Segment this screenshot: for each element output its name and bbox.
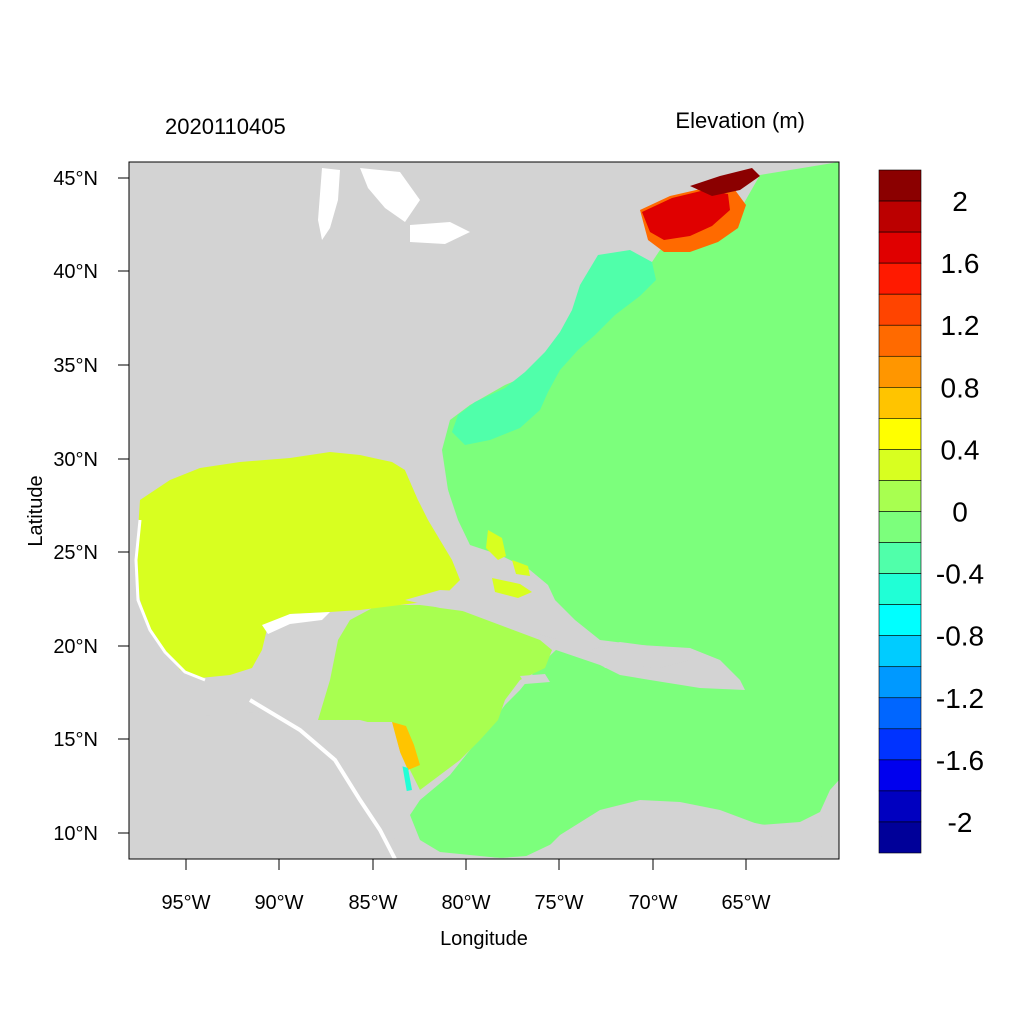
colorbar-swatch bbox=[878, 511, 922, 543]
lat-tick-label: 15°N bbox=[53, 729, 98, 751]
colorbar-swatch bbox=[878, 387, 922, 419]
jamaica bbox=[520, 674, 550, 684]
colorbar-swatch bbox=[878, 666, 922, 699]
western-caribbean bbox=[318, 605, 552, 790]
colorbar-tick-label: 0.4 bbox=[941, 434, 980, 465]
colorbar-swatch bbox=[878, 759, 922, 792]
colorbar-swatch bbox=[878, 573, 922, 605]
lat-tick-label: 35°N bbox=[53, 355, 98, 377]
yucatan-coast bbox=[262, 612, 330, 634]
lon-tick-label: 70°W bbox=[628, 892, 677, 914]
latitude-axis: 45°N 40°N 35°N 30°N 25°N 20°N 15°N 10°N bbox=[53, 168, 129, 845]
colorbar-swatch bbox=[878, 697, 922, 730]
puerto-rico bbox=[708, 678, 736, 688]
colorbar-swatch bbox=[878, 635, 922, 668]
colorbar-tick-label: -1.6 bbox=[936, 745, 984, 776]
hispaniola bbox=[590, 642, 690, 668]
colorbar-swatch bbox=[878, 480, 922, 512]
colorbar-tick-label: 1.2 bbox=[941, 310, 980, 341]
continental-shelf bbox=[452, 250, 656, 445]
gulf-of-mexico bbox=[135, 452, 460, 678]
cuba bbox=[405, 590, 575, 640]
colorbar-tick-label: 0 bbox=[952, 497, 968, 528]
y-axis-title: Latitude bbox=[25, 475, 47, 546]
colorbar-legend bbox=[878, 169, 922, 854]
lon-tick-label: 85°W bbox=[348, 892, 397, 914]
mexico-coast bbox=[134, 519, 206, 682]
lat-tick-label: 20°N bbox=[53, 636, 98, 658]
atlantic-ocean bbox=[410, 162, 839, 858]
colorbar-swatch bbox=[878, 324, 922, 357]
lon-tick-label: 65°W bbox=[721, 892, 770, 914]
longitude-axis: 95°W 90°W 85°W 80°W 75°W 70°W 65°W bbox=[161, 859, 771, 914]
colorbar-swatch bbox=[878, 231, 922, 264]
colorbar-swatch bbox=[878, 449, 922, 481]
colorbar-tick-label: -2 bbox=[948, 807, 973, 838]
x-axis-title: Longitude bbox=[440, 928, 528, 950]
colorbar-swatch bbox=[878, 169, 922, 202]
lon-tick-label: 75°W bbox=[534, 892, 583, 914]
lat-tick-label: 30°N bbox=[53, 449, 98, 471]
map-variable-title: Elevation (m) bbox=[675, 108, 805, 133]
lon-tick-label: 90°W bbox=[254, 892, 303, 914]
gulf-of-maine-surge-core bbox=[642, 190, 730, 240]
central-america bbox=[129, 712, 410, 859]
florida-peninsula bbox=[405, 465, 458, 552]
colorbar-swatch bbox=[878, 293, 922, 326]
map-frame bbox=[128, 161, 840, 860]
map-timestamp-title: 2020110405 bbox=[165, 114, 286, 139]
colorbar-tick-label: -1.2 bbox=[936, 683, 984, 714]
colorbar-tick-label: 1.6 bbox=[941, 248, 980, 279]
lat-tick-label: 40°N bbox=[53, 261, 98, 283]
map-panel bbox=[128, 161, 840, 860]
great-lakes bbox=[318, 168, 470, 244]
colorbar-swatch bbox=[878, 418, 922, 450]
colorbar-tick-label: 2 bbox=[952, 186, 968, 217]
lat-tick-label: 25°N bbox=[53, 542, 98, 564]
honduras-coast-high bbox=[392, 722, 420, 770]
colorbar-tick-label: -0.4 bbox=[936, 559, 984, 590]
colorbar-swatch bbox=[878, 542, 922, 574]
colorbar-swatch bbox=[878, 604, 922, 636]
colorbar-swatch bbox=[878, 728, 922, 761]
lat-tick-label: 10°N bbox=[53, 823, 98, 845]
pacific-coast bbox=[248, 698, 397, 859]
gulf-of-maine-surge-peak bbox=[690, 168, 760, 196]
lat-tick-label: 45°N bbox=[53, 168, 98, 190]
lon-tick-label: 95°W bbox=[161, 892, 210, 914]
colorbar-tick-label: -0.8 bbox=[936, 621, 984, 652]
colorbar-swatch bbox=[878, 262, 922, 295]
lon-tick-label: 80°W bbox=[441, 892, 490, 914]
colorbar-labels: 2 1.6 1.2 0.8 0.4 0 -0.4 -0.8 -1.2 -1.6 -2 bbox=[936, 186, 984, 838]
colorbar-tick-label: 0.8 bbox=[941, 372, 980, 403]
colorbar-swatch bbox=[878, 355, 922, 388]
colorbar-swatch bbox=[878, 821, 922, 854]
south-america bbox=[430, 804, 839, 859]
bahamas-banks bbox=[486, 530, 532, 598]
colorbar-swatch bbox=[878, 200, 922, 233]
colorbar-swatch bbox=[878, 790, 922, 823]
